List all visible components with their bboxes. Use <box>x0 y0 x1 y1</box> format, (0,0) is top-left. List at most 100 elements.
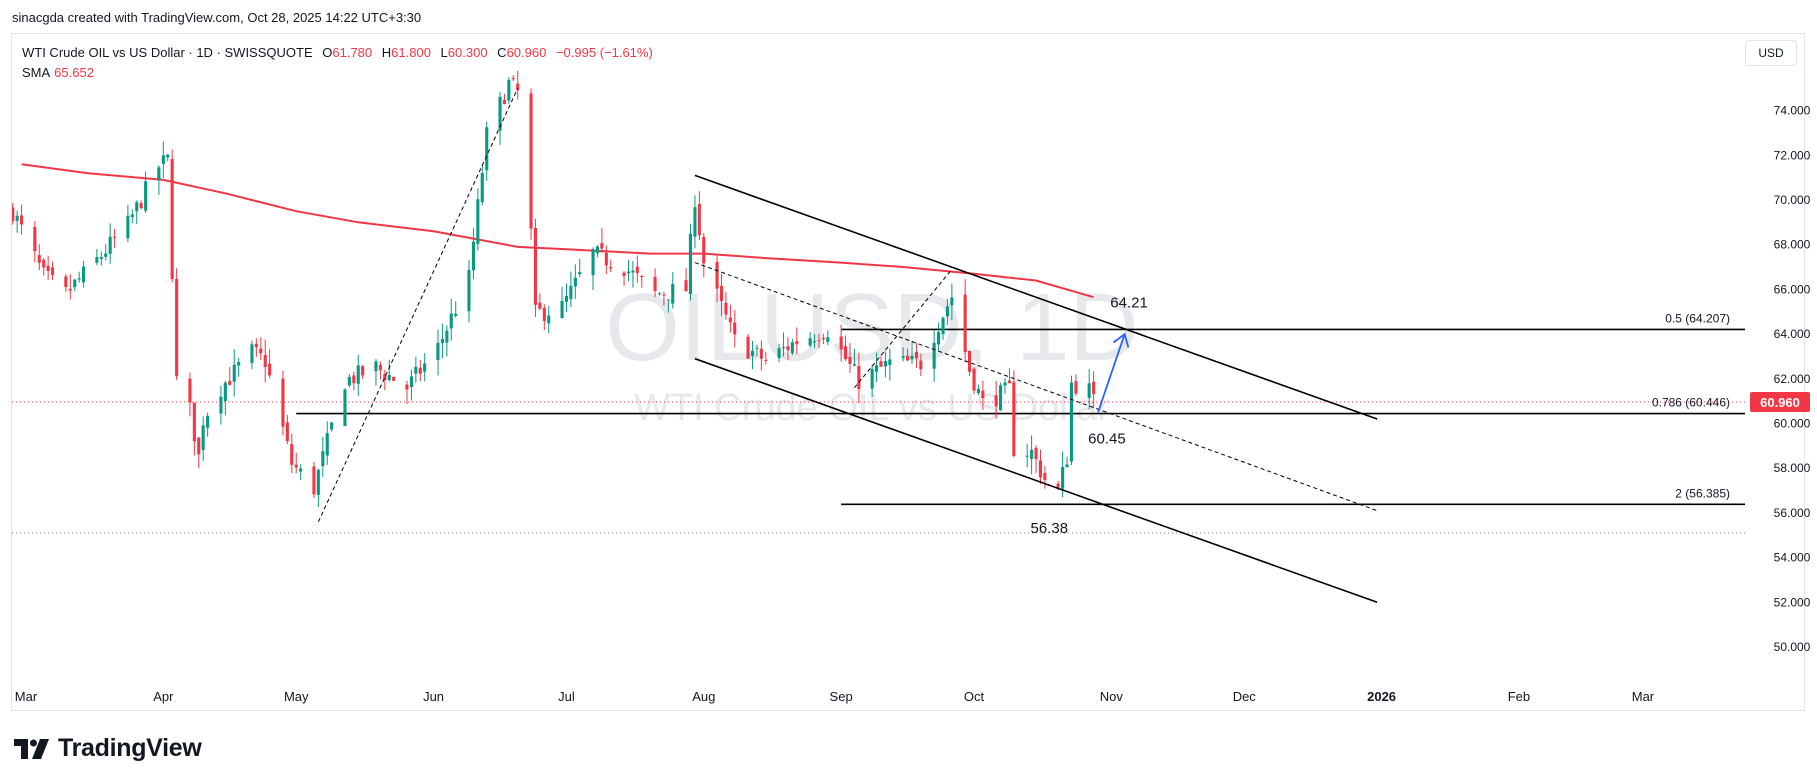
time-axis[interactable]: Mar Apr May Jun Jul Aug Sep Oct Nov Dec 2026 Feb Mar <box>15 689 1655 704</box>
candle-body <box>529 93 533 229</box>
candle-body <box>1061 467 1065 489</box>
candle-body <box>1043 472 1047 481</box>
candle-body <box>782 347 786 349</box>
x-tick-label: Dec <box>1233 689 1257 704</box>
candle-body <box>1069 382 1073 462</box>
candle-body <box>635 266 639 274</box>
x-tick-label: Feb <box>1508 689 1530 704</box>
legend-close-value: 60.960 <box>506 45 547 60</box>
candle-body <box>609 267 613 269</box>
candle-body <box>1012 382 1016 456</box>
candle-body <box>254 343 258 348</box>
candle-body <box>170 159 174 279</box>
candle-body <box>188 378 192 403</box>
candle-body <box>228 381 232 385</box>
legend-sma-label[interactable]: SMA <box>22 65 51 80</box>
candle-body <box>37 255 41 263</box>
sma-line <box>21 163 1094 299</box>
watermark: OILUSD, 1D WTI Crude OIL vs US Dollar <box>605 274 1138 429</box>
x-tick-label: Apr <box>153 689 174 704</box>
sma-layer <box>21 163 1094 299</box>
candle-body <box>533 228 537 305</box>
y-tick-label: 50.000 <box>1774 640 1811 654</box>
candle-body <box>564 295 568 302</box>
candle-body <box>870 368 874 389</box>
candle-body <box>436 342 440 360</box>
candle-body <box>12 207 15 222</box>
price-axis[interactable]: 50.000 52.000 54.000 56.000 58.000 60.000 62.0… <box>1750 104 1811 654</box>
candle-body <box>259 348 263 354</box>
candle-body <box>15 215 19 221</box>
candle-body <box>640 276 644 277</box>
legend-close-label: C <box>497 45 507 60</box>
candle-body <box>343 389 347 426</box>
candle-body <box>268 363 272 376</box>
candle-body <box>919 360 923 370</box>
candle-body <box>963 294 967 353</box>
currency-button[interactable]: USD <box>1745 40 1797 66</box>
candle-body <box>813 341 817 343</box>
tradingview-logo-icon <box>14 738 49 759</box>
candle-body <box>901 356 905 358</box>
chart-caption: sinacgda created with TradingView.com, O… <box>12 10 422 25</box>
candle-body <box>702 237 706 264</box>
candle-body <box>511 78 515 80</box>
footer-logo[interactable]: TradingView <box>14 734 202 763</box>
x-tick-label: Sep <box>830 689 853 704</box>
target-arrow-head <box>1112 332 1130 348</box>
candle-body <box>1065 464 1069 468</box>
fib-level-label: 0.5 (64.207) <box>1665 311 1730 325</box>
candle-body <box>790 342 794 354</box>
candle-body <box>622 272 626 276</box>
candle-body <box>73 279 77 288</box>
candle-body <box>99 257 103 259</box>
legend-open-label: O <box>322 45 333 60</box>
candle-body <box>166 154 170 158</box>
candle-body <box>662 294 666 296</box>
candle-body <box>968 351 972 372</box>
candle-body <box>937 332 941 345</box>
candle-body <box>263 354 267 367</box>
horizontal-levels <box>12 328 1745 534</box>
candle-body <box>299 468 303 472</box>
candle-body <box>1034 447 1038 460</box>
legend-symbol[interactable]: WTI Crude OIL vs US Dollar · 1D · SWISSQ… <box>22 45 313 60</box>
candle-body <box>569 285 573 300</box>
y-tick-label: 60.000 <box>1774 417 1811 431</box>
candle-body <box>42 260 46 268</box>
candle-body <box>595 246 599 254</box>
candle-body <box>906 355 910 361</box>
candle-body <box>777 348 781 359</box>
fib-level-label: 2 (56.385) <box>1675 486 1730 500</box>
candle-body <box>604 252 608 266</box>
candle-body <box>1038 460 1042 478</box>
chart-frame[interactable] <box>11 33 1805 711</box>
dashed-trendline <box>317 88 519 523</box>
x-tick-label: Jul <box>558 689 575 704</box>
candle-body <box>848 357 852 364</box>
candle-body <box>547 315 551 324</box>
legend-low-label: L <box>440 45 448 60</box>
y-tick-label: 72.000 <box>1774 148 1811 162</box>
legend-sma-value: 65.652 <box>54 65 94 80</box>
candle-body <box>325 433 329 456</box>
candle-body <box>914 351 918 359</box>
candle-body <box>250 344 254 363</box>
candle-body <box>64 276 68 288</box>
candle-body <box>356 365 360 384</box>
candle-body <box>316 469 320 495</box>
candle-body <box>20 215 24 225</box>
candle-body <box>821 338 825 340</box>
candle-body <box>223 382 227 401</box>
candle-body <box>746 336 750 359</box>
candle-body <box>374 361 378 372</box>
candle-body <box>542 307 546 321</box>
candle-body <box>126 215 130 239</box>
y-tick-label: 62.000 <box>1774 372 1811 386</box>
legend-high-label: H <box>381 45 392 60</box>
target-arrow-line <box>1097 333 1126 413</box>
candle-body <box>392 376 396 381</box>
x-tick-label: Nov <box>1100 689 1124 704</box>
candle-body <box>844 346 848 360</box>
